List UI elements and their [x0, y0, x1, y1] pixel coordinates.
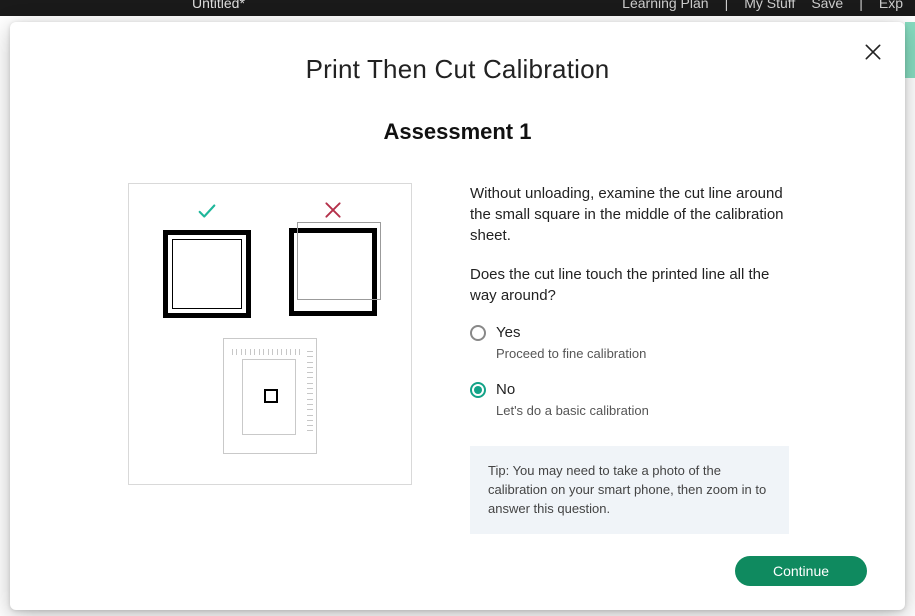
radio-yes-sub: Proceed to fine calibration — [496, 345, 646, 363]
radio-group: Yes Proceed to fine calibration No Let's… — [470, 324, 789, 420]
close-icon — [863, 42, 883, 62]
topbar-save[interactable]: Save — [811, 0, 843, 11]
section-title: Assessment 1 — [46, 119, 869, 145]
text-column: Without unloading, examine the cut line … — [470, 183, 789, 534]
radio-no-label: No — [496, 381, 649, 400]
radio-yes-label: Yes — [496, 324, 646, 343]
illustration-panel — [128, 183, 412, 485]
bg-accent-sliver — [905, 22, 915, 78]
topbar-mystuff[interactable]: My Stuff — [744, 0, 795, 11]
radio-yes[interactable]: Yes Proceed to fine calibration — [470, 324, 789, 363]
illus-bad — [289, 200, 377, 318]
topbar-divider: | — [859, 0, 863, 11]
radio-circle — [470, 325, 486, 341]
continue-button[interactable]: Continue — [735, 556, 867, 586]
topbar-right: Learning Plan | My Stuff Save | Exp — [622, 0, 903, 11]
radio-circle — [470, 382, 486, 398]
illus-good — [163, 200, 251, 318]
topbar: Untitled* Learning Plan | My Stuff Save … — [0, 0, 915, 16]
close-button[interactable] — [859, 38, 887, 66]
check-icon — [196, 200, 218, 222]
calibration-modal: Print Then Cut Calibration Assessment 1 — [10, 22, 905, 610]
x-icon — [323, 200, 343, 220]
modal-footer: Continue — [46, 550, 869, 586]
topbar-divider: | — [725, 0, 729, 11]
tip-text: Tip: You may need to take a photo of the… — [488, 463, 766, 516]
topbar-export[interactable]: Exp — [879, 0, 903, 11]
radio-no-sub: Let's do a basic calibration — [496, 402, 649, 420]
radio-no[interactable]: No Let's do a basic calibration — [470, 381, 789, 420]
modal-content: Without unloading, examine the cut line … — [46, 183, 869, 534]
topbar-learning-plan[interactable]: Learning Plan — [622, 0, 708, 11]
instruction-p1: Without unloading, examine the cut line … — [470, 183, 789, 246]
modal-title: Print Then Cut Calibration — [46, 54, 869, 85]
tip-box: Tip: You may need to take a photo of the… — [470, 446, 789, 535]
continue-label: Continue — [773, 563, 829, 579]
instruction-p2: Does the cut line touch the printed line… — [470, 264, 789, 306]
calibration-sheet-icon — [223, 338, 317, 454]
document-title: Untitled* — [192, 0, 245, 11]
